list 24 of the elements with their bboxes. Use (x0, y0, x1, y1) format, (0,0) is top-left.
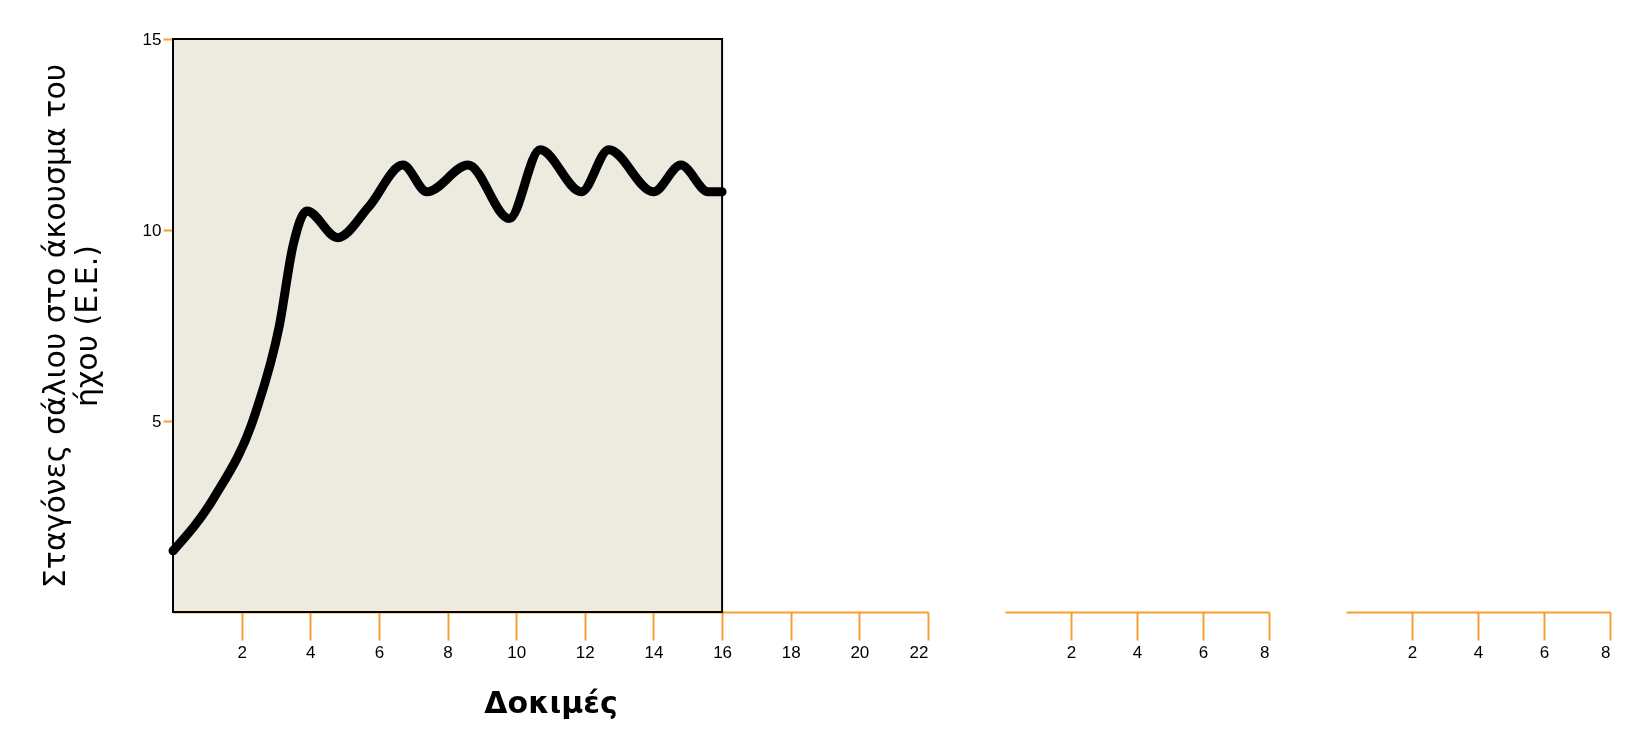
x-tick-label: 16 (713, 642, 733, 662)
x-tick-label: 6 (1539, 642, 1550, 662)
x-tick-label: 4 (306, 642, 316, 662)
x-tick-label: 8 (443, 642, 453, 662)
x-tick-label: 4 (1473, 642, 1484, 662)
x-tick-label: 12 (575, 642, 595, 662)
x-tick-label: 18 (781, 642, 801, 662)
x-tick-label: 2 (237, 642, 247, 662)
y-tick-label: 15 (142, 29, 162, 49)
x-tick-label: 2 (1066, 642, 1077, 662)
x-tick-label: 22 (909, 642, 929, 662)
y-axis-title: Σταγόνες σάλιου στο άκουσμα του ήχου (Ε.Ε.) (36, 63, 104, 589)
x-tick-label: 10 (507, 642, 527, 662)
y-tick-label: 10 (142, 220, 162, 240)
x-tick-label: 20 (850, 642, 870, 662)
x-tick-label: 6 (374, 642, 385, 662)
x-axis-title: Δοκιμές (484, 684, 618, 720)
x-tick-label: 6 (1198, 642, 1209, 662)
x-tick-label: 2 (1407, 642, 1418, 662)
y-tick-label: 5 (152, 411, 162, 431)
x-tick-label: 8 (1260, 642, 1270, 662)
x-tick-label: 14 (644, 642, 664, 662)
x-tick-label: 8 (1601, 642, 1611, 662)
x-tick-label: 4 (1132, 642, 1143, 662)
